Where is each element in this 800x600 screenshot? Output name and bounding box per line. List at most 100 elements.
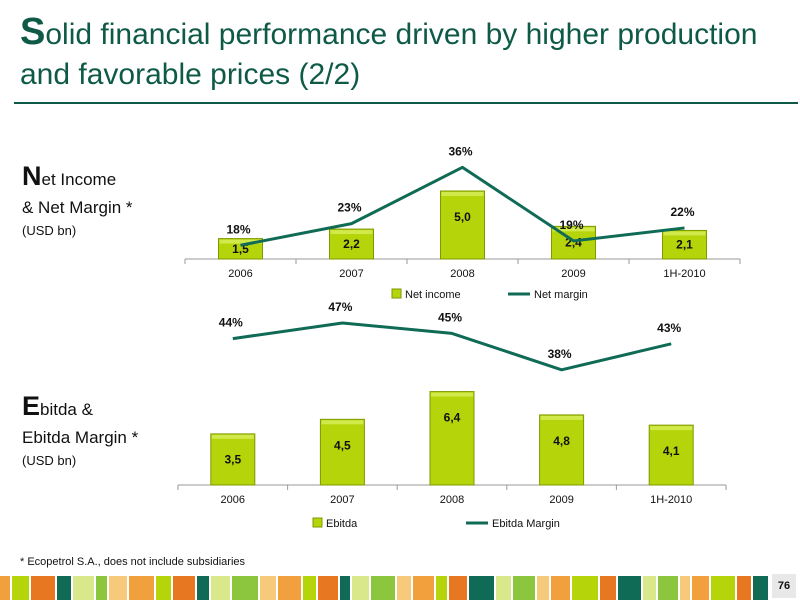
ebitda-bar	[648, 424, 694, 486]
decor-strip-block	[211, 576, 230, 600]
ebitda-label-initial: E	[22, 391, 41, 421]
net-income-label-line1: et Income	[41, 170, 117, 189]
ebitda-bar	[210, 433, 256, 486]
net-income-label-initial: N	[22, 161, 42, 191]
net-legend-bar-label: Net income	[405, 289, 461, 301]
decor-strip-block	[156, 576, 171, 600]
ebitda-label-line2: Ebitda Margin *	[22, 428, 139, 447]
ebitda-legend-bar-label: Ebitda	[326, 518, 358, 530]
ebitda-bar-label: 4,8	[553, 434, 570, 448]
decor-strip-block	[572, 576, 598, 600]
ebitda-bar-highlight	[650, 426, 693, 431]
net-bar-label: 5,0	[454, 210, 471, 224]
ebitda-bar	[429, 391, 475, 486]
ebitda-category-label: 2008	[440, 494, 464, 506]
net-category-label: 2007	[339, 268, 363, 280]
net-bar-label: 2,1	[676, 238, 693, 252]
decor-strip-block	[96, 576, 107, 600]
decor-strip-block	[513, 576, 535, 600]
net-margin-label: 19%	[559, 218, 583, 232]
decor-strip-block	[173, 576, 195, 600]
ebitda-category-label: 2006	[221, 494, 245, 506]
decor-strip-block	[397, 576, 411, 600]
decor-strip-block	[658, 576, 678, 600]
footnote: * Ecopetrol S.A., does not include subsi…	[20, 556, 246, 568]
net-category-label: 2009	[561, 268, 585, 280]
net-bar-highlight	[441, 192, 484, 196]
decor-strip-block	[197, 576, 209, 600]
decor-strip-block	[496, 576, 511, 600]
net-margin-label: 36%	[448, 144, 472, 158]
net-income-chart-label: Net Income & Net Margin * (USD bn)	[22, 162, 192, 240]
ebitda-bar-highlight	[211, 434, 254, 439]
net-margin-label: 23%	[337, 201, 361, 215]
ebitda-chart-label: Ebitda & Ebitda Margin * (USD bn)	[22, 392, 192, 470]
ebitda-label-unit: (USD bn)	[22, 453, 77, 468]
net-bar-highlight	[552, 227, 595, 232]
decor-strip-block	[73, 576, 94, 600]
decor-strip-block	[449, 576, 467, 600]
net-bar-label: 2,2	[343, 237, 360, 251]
ebitda-category-label: 1H-2010	[650, 494, 692, 506]
ebitda-margin-label: 38%	[548, 347, 572, 361]
title-initial: S	[20, 11, 46, 53]
decor-strip-block	[303, 576, 316, 600]
ebitda-label-line1: bitda &	[40, 400, 93, 419]
decor-strip-block	[57, 576, 71, 600]
net-bar	[440, 190, 485, 260]
ebitda-bar-label: 3,5	[224, 452, 241, 466]
net-bar-highlight	[330, 230, 373, 235]
ebitda-margin-label: 45%	[438, 310, 462, 324]
page-number: 76	[772, 574, 796, 598]
ebitda-bar-label: 6,4	[444, 411, 461, 425]
decor-strip-block	[436, 576, 447, 600]
ebitda-margin-label: 47%	[328, 300, 352, 314]
decor-strip-block	[680, 576, 690, 600]
decor-strip-block	[278, 576, 301, 600]
net-category-label: 1H-2010	[663, 268, 705, 280]
decor-strip-block	[551, 576, 570, 600]
decor-strip-block	[600, 576, 616, 600]
net-margin-line	[240, 165, 685, 247]
decor-strip-block	[537, 576, 549, 600]
ebitda-category-label: 2009	[549, 494, 573, 506]
decor-strip-block	[371, 576, 395, 600]
net-margin-label: 18%	[226, 222, 250, 236]
net-bar-highlight	[219, 239, 262, 244]
net-category-label: 2008	[450, 268, 474, 280]
title-divider	[14, 102, 798, 104]
ebitda-legend-line-label: Ebitda Margin	[492, 518, 560, 530]
net-income-label-line2: & Net Margin *	[22, 198, 133, 217]
net-margin-label: 22%	[670, 205, 694, 219]
ebitda-bar-highlight	[431, 392, 473, 397]
net-legend-line-label: Net margin	[534, 289, 588, 301]
ebitda-legend-bar-swatch	[312, 517, 323, 528]
decor-strip-block	[232, 576, 258, 600]
decor-strip-block	[753, 576, 768, 600]
decor-strip-block	[618, 576, 641, 600]
decor-strip-block	[12, 576, 29, 600]
net-category-label: 2006	[228, 268, 252, 280]
decor-strip-block	[340, 576, 350, 600]
decor-strip-block	[737, 576, 751, 600]
decor-strip-block	[260, 576, 276, 600]
ebitda-bar-label: 4,1	[663, 444, 680, 458]
decor-strip-block	[692, 576, 709, 600]
ebitda-margin-line	[232, 321, 672, 372]
decor-strip-block	[711, 576, 735, 600]
decor-strip-block	[469, 576, 494, 600]
decor-strip-block	[643, 576, 656, 600]
title-text: olid financial performance driven by hig…	[20, 18, 758, 91]
net-bar-highlight	[663, 231, 706, 236]
decor-strip-block	[318, 576, 338, 600]
decor-strip-block	[0, 576, 10, 600]
net-income-label-unit: (USD bn)	[22, 223, 77, 238]
decor-strip-block	[129, 576, 154, 600]
ebitda-margin-label: 43%	[657, 321, 681, 335]
page-title: Solid financial performance driven by hi…	[20, 12, 790, 95]
decor-strip-block	[413, 576, 434, 600]
ebitda-bar-highlight	[321, 420, 364, 425]
ebitda-bar-label: 4,5	[334, 438, 351, 452]
ebitda-bar	[539, 414, 585, 486]
decor-strip-block	[31, 576, 55, 600]
